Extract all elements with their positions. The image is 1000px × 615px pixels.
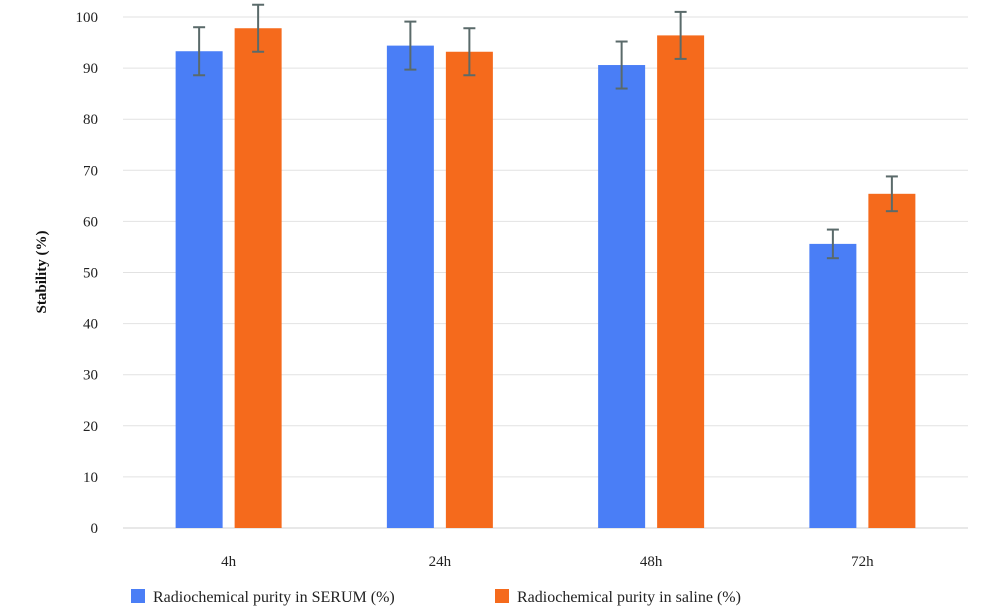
y-tick-label: 50 <box>83 266 98 282</box>
legend-swatch <box>131 589 145 603</box>
legend-swatch <box>495 589 509 603</box>
bar-saline-72h <box>868 193 916 528</box>
error-bar <box>674 10 687 60</box>
y-tick-label: 10 <box>83 470 98 486</box>
error-bar <box>826 228 839 260</box>
error-bar <box>252 3 265 53</box>
y-tick-label: 20 <box>83 419 98 435</box>
bar-serum-4h <box>175 51 223 528</box>
y-tick-label: 90 <box>83 61 98 77</box>
y-tick-label: 0 <box>91 521 99 537</box>
legend: Radiochemical purity in SERUM (%) Radioch… <box>131 589 741 606</box>
error-bar <box>885 175 898 213</box>
error-bars <box>193 3 898 260</box>
y-axis-title: Stability (%) <box>34 231 50 314</box>
x-tick-label: 72h <box>851 554 874 570</box>
bars <box>175 28 916 529</box>
bar-serum-72h <box>809 243 857 528</box>
y-tick-label: 40 <box>83 317 98 333</box>
bar-serum-24h <box>386 45 434 529</box>
legend-label: Radiochemical purity in saline (%) <box>517 589 741 606</box>
y-tick-label: 80 <box>83 112 98 128</box>
legend-item: Radiochemical purity in saline (%) <box>495 589 741 606</box>
y-tick-label: 70 <box>83 163 98 179</box>
x-tick-label: 24h <box>429 554 452 570</box>
y-tick-label: 60 <box>83 214 98 230</box>
x-tick-label: 4h <box>221 554 237 570</box>
legend-label: Radiochemical purity in SERUM (%) <box>153 589 395 606</box>
y-tick-label: 30 <box>83 368 98 384</box>
error-bar <box>193 26 206 77</box>
error-bar <box>615 40 628 90</box>
x-tick-label: 48h <box>640 554 663 570</box>
bar-saline-4h <box>234 28 282 528</box>
bar-saline-24h <box>445 51 493 529</box>
error-bar <box>463 27 476 77</box>
bar-serum-48h <box>598 65 646 528</box>
y-axis-ticks: 0 10 20 30 40 50 60 70 80 90 100 <box>76 10 99 537</box>
y-tick-label: 100 <box>76 10 99 26</box>
legend-item: Radiochemical purity in SERUM (%) <box>131 589 395 606</box>
error-bar <box>404 20 417 71</box>
bar-saline-48h <box>657 35 705 529</box>
x-axis-ticks: 4h 24h 48h 72h <box>221 554 874 570</box>
